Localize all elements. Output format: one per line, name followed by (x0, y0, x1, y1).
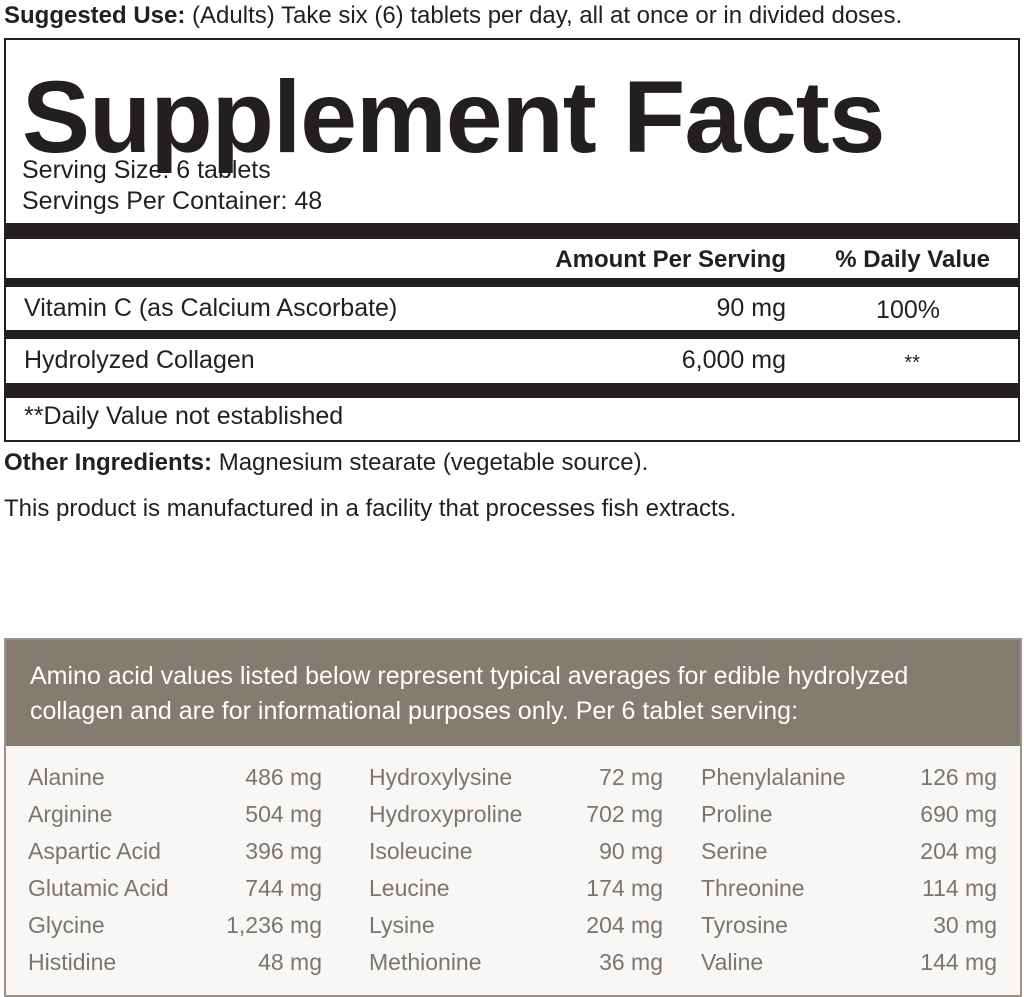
nutrient-dv: ** (904, 352, 920, 374)
amino-amount: 690 mg (920, 801, 997, 827)
amino-name: Serine (701, 838, 768, 864)
column-header: % Daily Value (835, 246, 990, 273)
nutrient-name: Vitamin C (as Calcium Ascorbate) (24, 294, 398, 322)
amino-amount: 126 mg (920, 764, 997, 790)
amino-name: Methionine (369, 949, 482, 975)
suggested-use-label: Suggested Use: (4, 2, 186, 29)
amino-name: Lysine (369, 912, 435, 938)
amino-name: Threonine (701, 875, 805, 901)
amino-amount: 504 mg (245, 801, 322, 827)
nutrient-dv: 100% (876, 296, 940, 324)
amino-name: Hydroxylysine (369, 764, 513, 790)
amino-name: Aspartic Acid (28, 838, 161, 864)
amino-amount: 204 mg (586, 912, 663, 938)
servings-per-container: Servings Per Container: 48 (22, 187, 323, 215)
other-ingredients-label: Other Ingredients: (4, 449, 213, 476)
amino-name: Isoleucine (369, 838, 473, 864)
facts-title: Supplement Facts (22, 60, 886, 174)
amino-amount: 702 mg (586, 801, 663, 827)
amino-amount: 90 mg (599, 838, 663, 864)
amino-intro: Amino acid values listed below represent… (30, 662, 909, 690)
amino-intro: collagen and are for informational purpo… (30, 697, 799, 725)
amino-amount: 144 mg (920, 949, 997, 975)
amino-amount: 744 mg (245, 875, 322, 901)
amino-name: Alanine (28, 764, 105, 790)
amino-amount: 72 mg (599, 764, 663, 790)
nutrient-amount: 90 mg (716, 294, 786, 322)
suggested-use: Suggested Use: (Adults) Take six (6) tab… (4, 2, 902, 30)
footnote: **Daily Value not established (24, 402, 344, 430)
other-ingredients: Other Ingredients: Magnesium stearate (v… (4, 449, 648, 477)
nutrient-name: Hydrolyzed Collagen (24, 346, 255, 374)
amino-amount: 36 mg (599, 949, 663, 975)
amino-amount: 396 mg (245, 838, 322, 864)
amino-amount: 204 mg (920, 838, 997, 864)
amino-name: Tyrosine (701, 912, 788, 938)
amino-amount: 114 mg (921, 875, 997, 901)
amino-name: Valine (701, 949, 764, 975)
amino-header: Amino acid values listed below represent… (6, 640, 1020, 746)
amino-amount: 48 mg (258, 949, 322, 975)
facility-note: This product is manufactured in a facili… (4, 495, 737, 522)
amino-name: Leucine (369, 875, 450, 901)
divider (6, 223, 1018, 239)
amino-amount: 30 mg (933, 912, 997, 938)
serving-size: Serving Size: 6 tablets (22, 156, 271, 184)
amino-name: Proline (701, 801, 773, 827)
suggested-use-text: (Adults) Take six (6) tablets per day, a… (192, 2, 903, 29)
amino-amount: 1,236 mg (226, 912, 322, 938)
divider (6, 330, 1018, 339)
column-header: Amount Per Serving (555, 246, 786, 273)
supplement-facts-panel: Supplement Facts Serving Size: 6 tablets… (4, 38, 1020, 442)
amino-name: Glycine (28, 912, 105, 938)
other-ingredients-text: Magnesium stearate (vegetable source). (218, 449, 649, 476)
amino-name: Glutamic Acid (28, 875, 169, 901)
amino-name: Phenylalanine (701, 764, 846, 790)
divider (6, 278, 1018, 287)
amino-name: Hydroxyproline (369, 801, 523, 827)
amino-amount: 486 mg (245, 764, 322, 790)
amino-amount: 174 mg (586, 875, 663, 901)
nutrient-amount: 6,000 mg (681, 346, 786, 374)
amino-name: Arginine (28, 801, 113, 827)
divider (6, 383, 1018, 398)
amino-acid-panel: Amino acid values listed below represent… (4, 638, 1022, 997)
amino-name: Histidine (28, 949, 117, 975)
